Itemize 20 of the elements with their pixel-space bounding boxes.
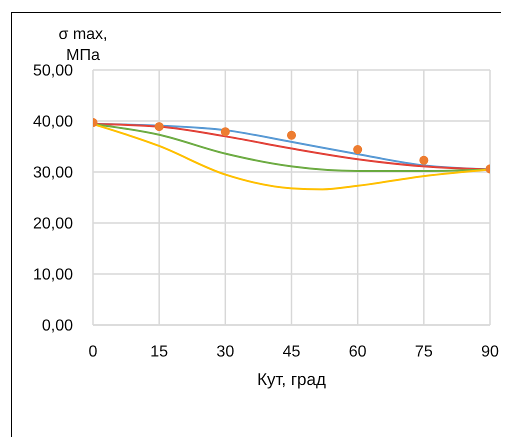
y-tick-label: 20,00 (32, 216, 74, 233)
x-tick-label: 30 (216, 343, 234, 360)
x-tick-label: 15 (150, 343, 168, 360)
point (419, 156, 428, 165)
x-axis-title: Кут, град (257, 370, 326, 389)
y-tick-label: 0,00 (42, 318, 74, 335)
point (286, 130, 296, 140)
y-tick-label: 30,00 (32, 164, 74, 182)
point (220, 127, 230, 136)
y-axis-title: σ max, МПа (58, 25, 108, 64)
y-tick-label: 50,00 (32, 62, 74, 80)
point (353, 145, 362, 154)
x-tick-label: 45 (282, 343, 300, 360)
point (154, 122, 164, 132)
x-tick-label: 60 (348, 343, 367, 360)
y-tick-label: 10,00 (32, 266, 74, 284)
x-tick-label: 75 (414, 343, 433, 360)
x-tick-label: 90 (481, 343, 499, 360)
x-tick-label: 0 (88, 343, 98, 360)
y-tick-label: 40,00 (32, 114, 74, 131)
